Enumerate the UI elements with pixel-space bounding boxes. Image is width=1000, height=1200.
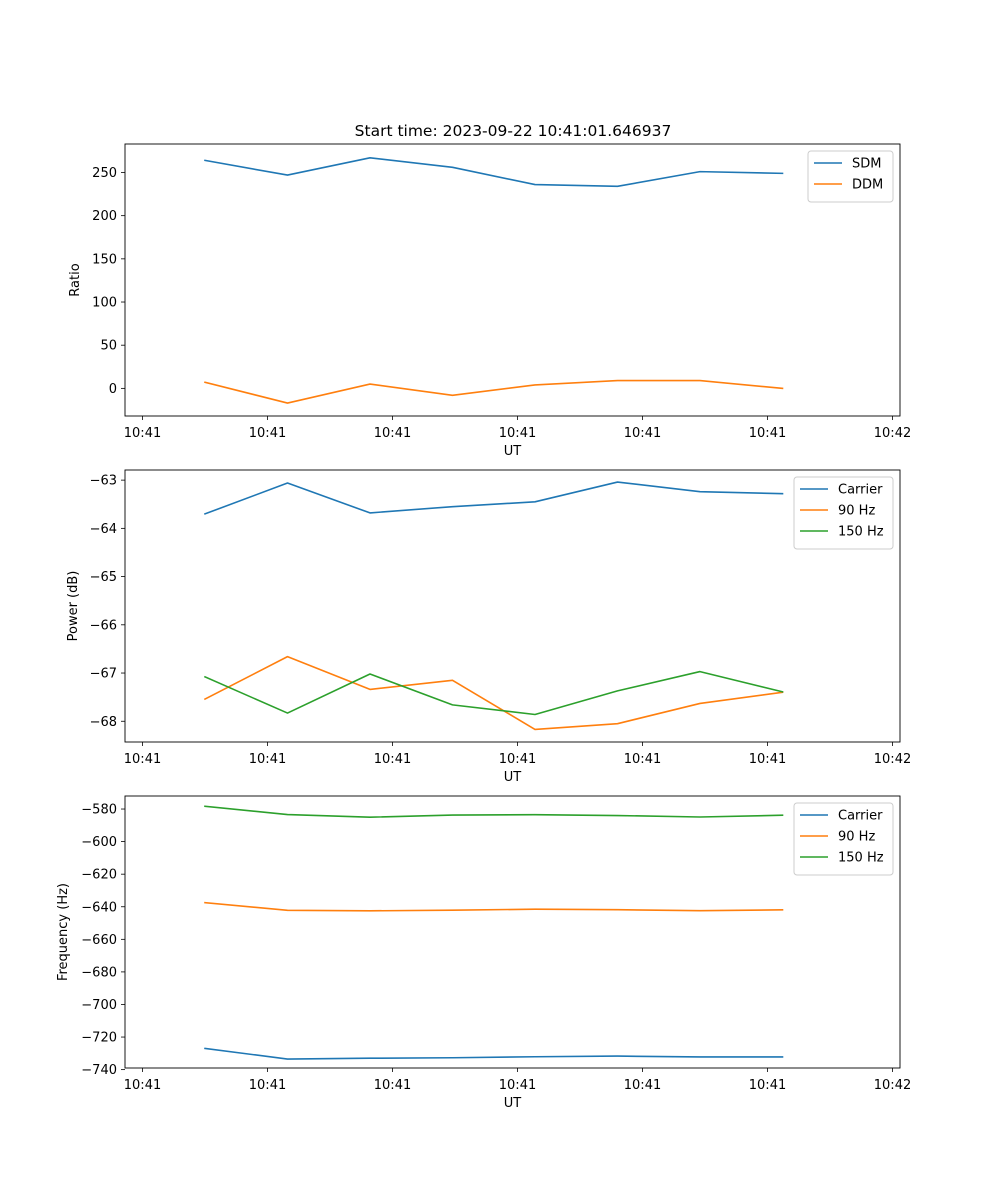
y-tick-label: 250 <box>92 166 117 181</box>
y-tick-label: 100 <box>92 296 117 311</box>
x-tick-label: 10:41 <box>249 1078 286 1093</box>
y-tick-label: −720 <box>81 1031 117 1046</box>
x-tick-label: 10:42 <box>874 752 911 767</box>
y-tick-label: −700 <box>81 998 117 1013</box>
series-line-sdm <box>204 157 784 188</box>
legend-label: Carrier <box>838 809 883 824</box>
y-tick-label: −640 <box>81 900 117 915</box>
figure-title: Start time: 2023-09-22 10:41:01.646937 <box>355 122 672 140</box>
series-line-carrier <box>203 481 784 515</box>
chart-panel-3: 10:41 10:41 10:41 10:41 10:41 10:41 10:42 −740 −… <box>56 795 911 1111</box>
axes-frame <box>124 795 901 1069</box>
x-tick-label: 10:41 <box>499 426 536 441</box>
x-tick-label: 10:41 <box>124 1078 161 1093</box>
series-line-150-hz <box>204 805 784 818</box>
x-tick-label: 10:41 <box>624 426 661 441</box>
y-tick-label: −64 <box>90 522 117 537</box>
x-tick-label: 10:41 <box>249 752 286 767</box>
y-axis-label: Ratio <box>68 263 83 296</box>
legend-label: 150 Hz <box>838 525 884 540</box>
y-tick-label: −620 <box>81 868 117 883</box>
axes-frame <box>124 469 901 743</box>
x-tick-label: 10:41 <box>624 1078 661 1093</box>
x-tick-label: 10:42 <box>874 1078 911 1093</box>
series-line-90-hz <box>203 655 784 731</box>
legend-label: 90 Hz <box>838 830 875 845</box>
x-tick-label: 10:42 <box>874 426 911 441</box>
legend: Carrier 90 Hz 150 Hz <box>793 476 894 550</box>
legend-label: SDM <box>852 157 881 172</box>
y-tick-label: 50 <box>100 339 117 354</box>
x-axis-label: UT <box>504 770 522 785</box>
legend-label: 90 Hz <box>838 504 875 519</box>
y-tick-label: −63 <box>90 474 117 489</box>
y-tick-label: −68 <box>90 715 117 730</box>
series-line-ddm <box>204 379 784 404</box>
y-tick-label: 0 <box>109 382 117 397</box>
x-tick-label: 10:41 <box>624 752 661 767</box>
y-tick-label: −600 <box>81 835 117 850</box>
x-tick-label: 10:41 <box>124 426 161 441</box>
y-tick-label: −65 <box>90 570 117 585</box>
legend: Carrier 90 Hz 150 Hz <box>793 802 894 876</box>
x-axis-label: UT <box>504 444 522 459</box>
y-tick-label: 150 <box>92 252 117 267</box>
y-tick-label: −580 <box>81 803 117 818</box>
x-tick-label: 10:41 <box>749 1078 786 1093</box>
chart-panel-2: 10:41 10:41 10:41 10:41 10:41 10:41 10:42 −68 −6… <box>66 469 911 785</box>
x-tick-label: 10:41 <box>249 426 286 441</box>
y-axis-label: Frequency (Hz) <box>56 883 71 981</box>
y-axis-label: Power (dB) <box>66 571 81 642</box>
x-tick-label: 10:41 <box>499 752 536 767</box>
y-tick-label: 200 <box>92 209 117 224</box>
x-axis-label: UT <box>504 1096 522 1111</box>
legend: SDM DDM <box>807 150 894 203</box>
series-line-carrier <box>204 1047 784 1060</box>
x-tick-label: 10:41 <box>374 752 411 767</box>
legend-label: Carrier <box>838 483 883 498</box>
x-tick-label: 10:41 <box>124 752 161 767</box>
legend-label: 150 Hz <box>838 851 884 866</box>
x-tick-label: 10:41 <box>499 1078 536 1093</box>
axes-frame <box>124 143 901 417</box>
y-tick-label: −66 <box>90 618 117 633</box>
legend-label: DDM <box>852 178 883 193</box>
x-tick-label: 10:41 <box>374 1078 411 1093</box>
x-tick-label: 10:41 <box>749 752 786 767</box>
x-tick-label: 10:41 <box>374 426 411 441</box>
y-tick-label: −740 <box>81 1063 117 1078</box>
y-tick-label: −660 <box>81 933 117 948</box>
series-line-90-hz <box>204 901 784 912</box>
y-tick-label: −680 <box>81 965 117 980</box>
x-tick-label: 10:41 <box>749 426 786 441</box>
chart-panel-1: 10:41 10:41 10:41 10:41 10:41 10:41 10:42 0 50 10… <box>68 143 911 459</box>
y-tick-label: −67 <box>90 667 117 682</box>
series-line-150-hz <box>203 670 784 716</box>
